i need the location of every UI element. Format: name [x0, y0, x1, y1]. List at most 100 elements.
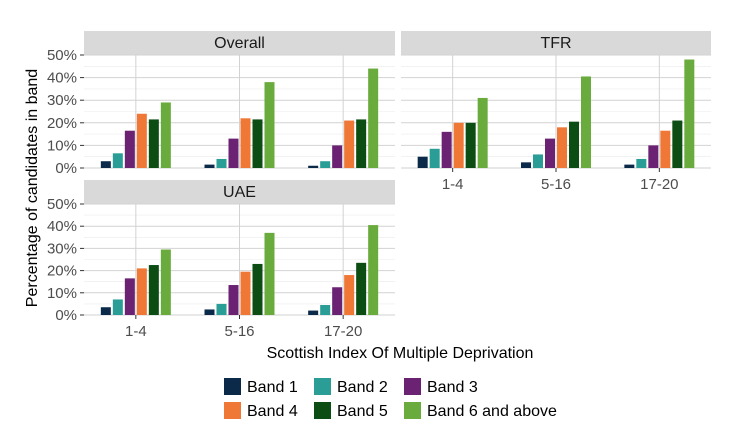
- y-axis-title: Percentage of candidates in band: [24, 69, 41, 307]
- y-tick-label: 40%: [47, 218, 77, 235]
- strip-title: Overall: [214, 35, 265, 52]
- legend-label: Band 1: [247, 379, 298, 396]
- bar-band-2-17-20: [320, 161, 331, 168]
- bar-band-1-17-20: [308, 165, 319, 168]
- bar-band-5-5-16: [252, 263, 263, 315]
- bar-band-2-17-20: [320, 305, 331, 315]
- panel-overall: Overall 0% 10% 20% 30% 40% 50%: [47, 31, 395, 177]
- strip-title: UAE: [223, 184, 256, 201]
- bar-band-4-5-16: [557, 127, 567, 168]
- bar-band-5-17-20: [356, 119, 367, 168]
- legend-swatch: [314, 378, 331, 395]
- x-tick-label: 17-20: [640, 176, 678, 193]
- bar-band-1-17-20: [308, 310, 319, 315]
- bar-band-6-and-above-1-4: [477, 97, 488, 168]
- legend-item-band-1: Band 1: [224, 378, 298, 396]
- legend-swatch: [314, 402, 331, 419]
- bar-band-5-1-4: [465, 122, 476, 168]
- bar-band-6-and-above-5-16: [264, 232, 275, 315]
- bar-band-3-5-16: [228, 138, 239, 168]
- bar-band-6-and-above-17-20: [368, 68, 379, 168]
- bar-band-1-1-4: [100, 161, 111, 168]
- bar-band-6-and-above-17-20: [684, 59, 695, 168]
- bar-band-3-1-4: [124, 130, 135, 168]
- legend: Band 1 Band 2 Band 3 Band 4 Band 5 Band 6 and…: [224, 378, 557, 420]
- bar-band-4-17-20: [344, 275, 355, 315]
- bar-band-3-5-16: [228, 285, 239, 315]
- legend-label: Band 4: [247, 403, 298, 420]
- legend-label: Band 3: [427, 379, 478, 396]
- bar-band-1-5-16: [521, 162, 531, 168]
- y-tick-label: 30%: [47, 92, 77, 109]
- bar-band-2-1-4: [112, 153, 123, 168]
- x-axis-title: Scottish Index Of Multiple Deprivation: [267, 345, 534, 362]
- legend-swatch: [224, 378, 241, 395]
- panel-tfr: TFR 1-4 5-16 17-20: [401, 31, 711, 193]
- strip-title: TFR: [540, 35, 571, 52]
- y-tick-label: 0%: [55, 160, 77, 177]
- bar-band-1-17-20: [624, 164, 635, 168]
- bar-band-3-17-20: [648, 145, 659, 168]
- legend-swatch: [404, 378, 421, 395]
- legend-item-band-4: Band 4: [224, 402, 298, 420]
- bar-band-1-1-4: [100, 307, 111, 315]
- x-tick-label: 5-16: [224, 323, 254, 340]
- bar-band-6-and-above-1-4: [160, 249, 171, 315]
- x-tick-label: 1-4: [125, 323, 147, 340]
- bar-band-4-1-4: [453, 122, 464, 168]
- bar-band-3-17-20: [332, 287, 343, 315]
- bar-band-5-17-20: [672, 120, 683, 168]
- legend-label: Band 6 and above: [427, 403, 557, 420]
- bar-band-4-17-20: [660, 130, 671, 168]
- bar-band-2-1-4: [429, 148, 440, 168]
- legend-item-band-2: Band 2: [314, 378, 388, 396]
- bar-band-5-5-16: [252, 119, 263, 168]
- x-tick-label: 5-16: [541, 176, 571, 193]
- bar-band-2-5-16: [216, 303, 227, 315]
- strip-background: [84, 31, 395, 55]
- y-tick-label: 40%: [47, 70, 77, 87]
- bar-band-1-5-16: [204, 309, 215, 315]
- bar-band-3-1-4: [441, 131, 452, 168]
- bar-band-3-5-16: [545, 138, 555, 168]
- y-tick-label: 50%: [47, 196, 77, 213]
- bar-band-2-5-16: [533, 154, 543, 168]
- bar-band-5-5-16: [569, 121, 579, 168]
- y-tick-label: 30%: [47, 240, 77, 257]
- y-tick-label: 20%: [47, 263, 77, 280]
- bar-band-2-1-4: [112, 299, 123, 315]
- bar-band-1-1-4: [417, 156, 428, 168]
- bar-band-4-1-4: [136, 113, 147, 168]
- bar-band-5-1-4: [148, 119, 159, 168]
- bar-band-2-5-16: [216, 158, 227, 168]
- legend-swatch: [404, 402, 421, 419]
- strip-background: [84, 180, 395, 204]
- bar-band-4-5-16: [240, 271, 251, 315]
- legend-swatch: [224, 402, 241, 419]
- legend-label: Band 2: [337, 379, 388, 396]
- y-tick-label: 10%: [47, 137, 77, 154]
- y-tick-label: 0%: [55, 307, 77, 324]
- y-tick-label: 50%: [47, 47, 77, 64]
- x-tick-label: 1-4: [442, 176, 464, 193]
- bar-band-4-5-16: [240, 118, 251, 168]
- y-tick-label: 10%: [47, 285, 77, 302]
- bar-band-3-17-20: [332, 145, 343, 168]
- panel-uae: UAE 0% 10% 20% 30% 40% 50% 1-4 5-16 17-20: [47, 180, 395, 340]
- bar-band-1-5-16: [204, 164, 215, 168]
- legend-label: Band 5: [337, 403, 388, 420]
- y-tick-label: 20%: [47, 115, 77, 132]
- bar-band-4-1-4: [136, 268, 147, 315]
- bar-band-6-and-above-1-4: [160, 102, 171, 168]
- bar-band-2-17-20: [636, 158, 647, 168]
- legend-item-band-5: Band 5: [314, 402, 388, 420]
- strip-background: [401, 31, 711, 55]
- bar-band-6-and-above-5-16: [264, 82, 275, 168]
- legend-item-band-3: Band 3: [404, 378, 478, 396]
- x-tick-label: 17-20: [324, 323, 362, 340]
- bar-band-5-1-4: [148, 265, 159, 315]
- bar-band-3-1-4: [124, 278, 135, 315]
- bar-band-4-17-20: [344, 120, 355, 168]
